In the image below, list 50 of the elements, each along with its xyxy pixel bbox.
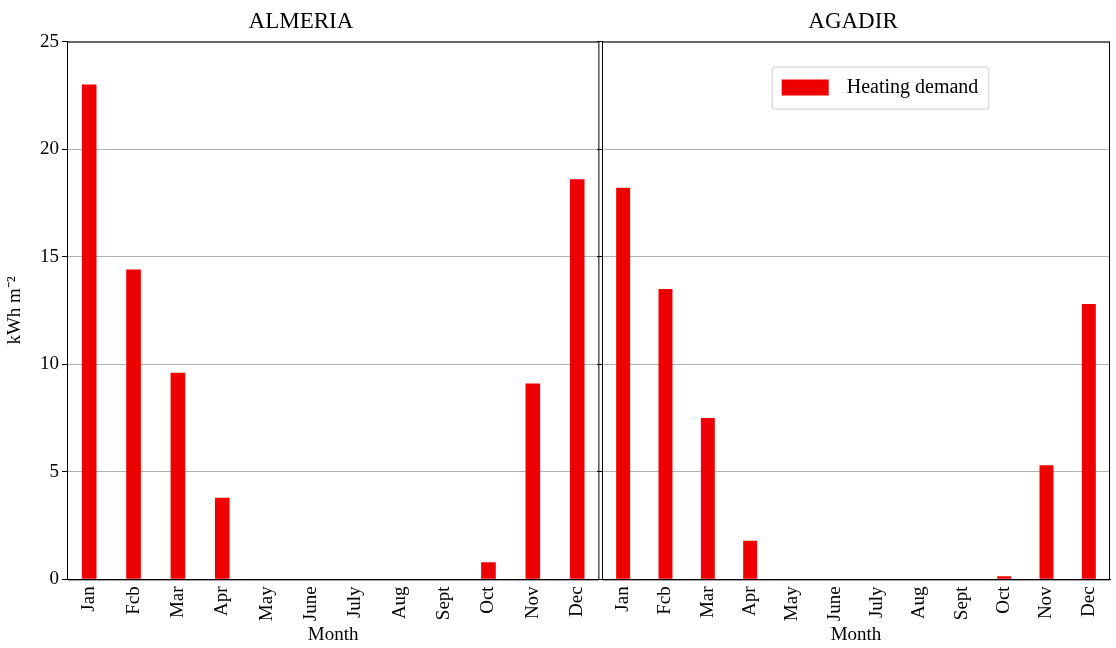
bar <box>997 576 1012 579</box>
bar <box>1039 465 1054 579</box>
x-axis-title: Month <box>830 622 882 644</box>
legend-label: Heating demand <box>846 74 979 98</box>
x-tick-label: Dec <box>1076 586 1098 617</box>
bar <box>214 497 230 579</box>
bar <box>1081 304 1096 579</box>
x-tick-label: Apr <box>210 585 232 616</box>
x-axis-title: Month <box>307 622 360 644</box>
bar <box>658 288 673 579</box>
x-tick-label: Nov <box>1034 585 1056 620</box>
x-tick-label: Sept <box>949 585 971 621</box>
chart-title: AGADIR <box>808 7 899 33</box>
x-tick-label: Jan <box>611 585 633 612</box>
x-tick-label: July <box>865 585 887 619</box>
bar <box>616 187 631 579</box>
bar <box>81 84 97 579</box>
x-tick-label: Apr <box>738 585 760 616</box>
chart-title: ALMERIA <box>248 7 354 33</box>
x-tick-label: Aug <box>387 585 409 620</box>
x-tick-label: Fcb <box>653 586 675 615</box>
bar <box>569 179 585 579</box>
y-tick-label: 25 <box>40 29 59 51</box>
x-tick-label: June <box>298 586 320 622</box>
x-tick-label: July <box>343 585 365 619</box>
bar <box>481 562 496 579</box>
bar <box>170 372 186 579</box>
x-tick-label: June <box>822 586 844 622</box>
y-tick-label: 5 <box>49 459 59 481</box>
y-tick-label: 10 <box>40 352 59 374</box>
x-tick-label: May <box>254 585 276 622</box>
bar <box>743 540 758 579</box>
y-axis-title: kWh m⁻² <box>3 276 25 345</box>
x-tick-label: Oct <box>476 585 498 614</box>
bar <box>525 383 541 579</box>
x-tick-label: Mar <box>695 585 717 619</box>
x-tick-label: Oct <box>992 585 1014 614</box>
x-tick-label: Aug <box>907 585 929 620</box>
bar <box>126 269 141 579</box>
x-tick-label: Jan <box>77 585 99 612</box>
bar <box>700 418 715 579</box>
x-tick-label: May <box>780 585 802 622</box>
x-tick-label: Dec <box>565 586 587 617</box>
y-tick-label: 0 <box>49 567 59 589</box>
x-tick-label: Mar <box>165 585 187 619</box>
x-tick-label: Fcb <box>121 586 143 615</box>
y-tick-label: 20 <box>40 137 59 159</box>
y-tick-label: 15 <box>40 244 59 266</box>
x-tick-label: Sept <box>432 585 454 621</box>
x-tick-label: Nov <box>520 585 542 620</box>
